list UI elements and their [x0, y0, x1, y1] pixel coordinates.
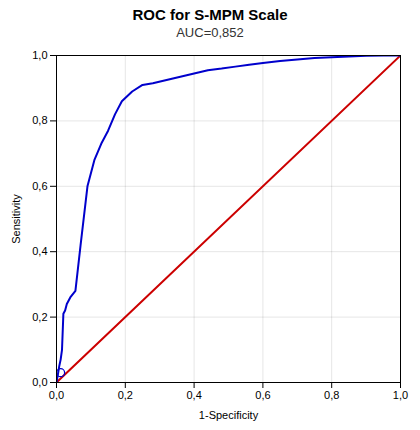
- html-text:ROC for S-MPM Scale: ROC for S-MPM Scale: [132, 6, 288, 23]
- svg-text:0,2: 0,2: [118, 389, 133, 401]
- svg-text:0,4: 0,4: [32, 245, 47, 257]
- svg-text:0,2: 0,2: [32, 311, 47, 323]
- svg-text:0,0: 0,0: [49, 389, 64, 401]
- svg-text:0,0: 0,0: [32, 376, 47, 388]
- svg-text:0,8: 0,8: [324, 389, 339, 401]
- svg-text:0,8: 0,8: [32, 114, 47, 126]
- svg-text:0,6: 0,6: [255, 389, 270, 401]
- html-text:AUC=0,852: AUC=0,852: [176, 25, 244, 40]
- svg-text:0,4: 0,4: [186, 389, 201, 401]
- svg-text:1,0: 1,0: [32, 49, 47, 61]
- svg-text:0,6: 0,6: [32, 180, 47, 192]
- svg-text:1-Specificity: 1-Specificity: [199, 409, 259, 421]
- svg-text:1,0: 1,0: [393, 389, 408, 401]
- svg-text:Sensitivity: Sensitivity: [10, 194, 22, 244]
